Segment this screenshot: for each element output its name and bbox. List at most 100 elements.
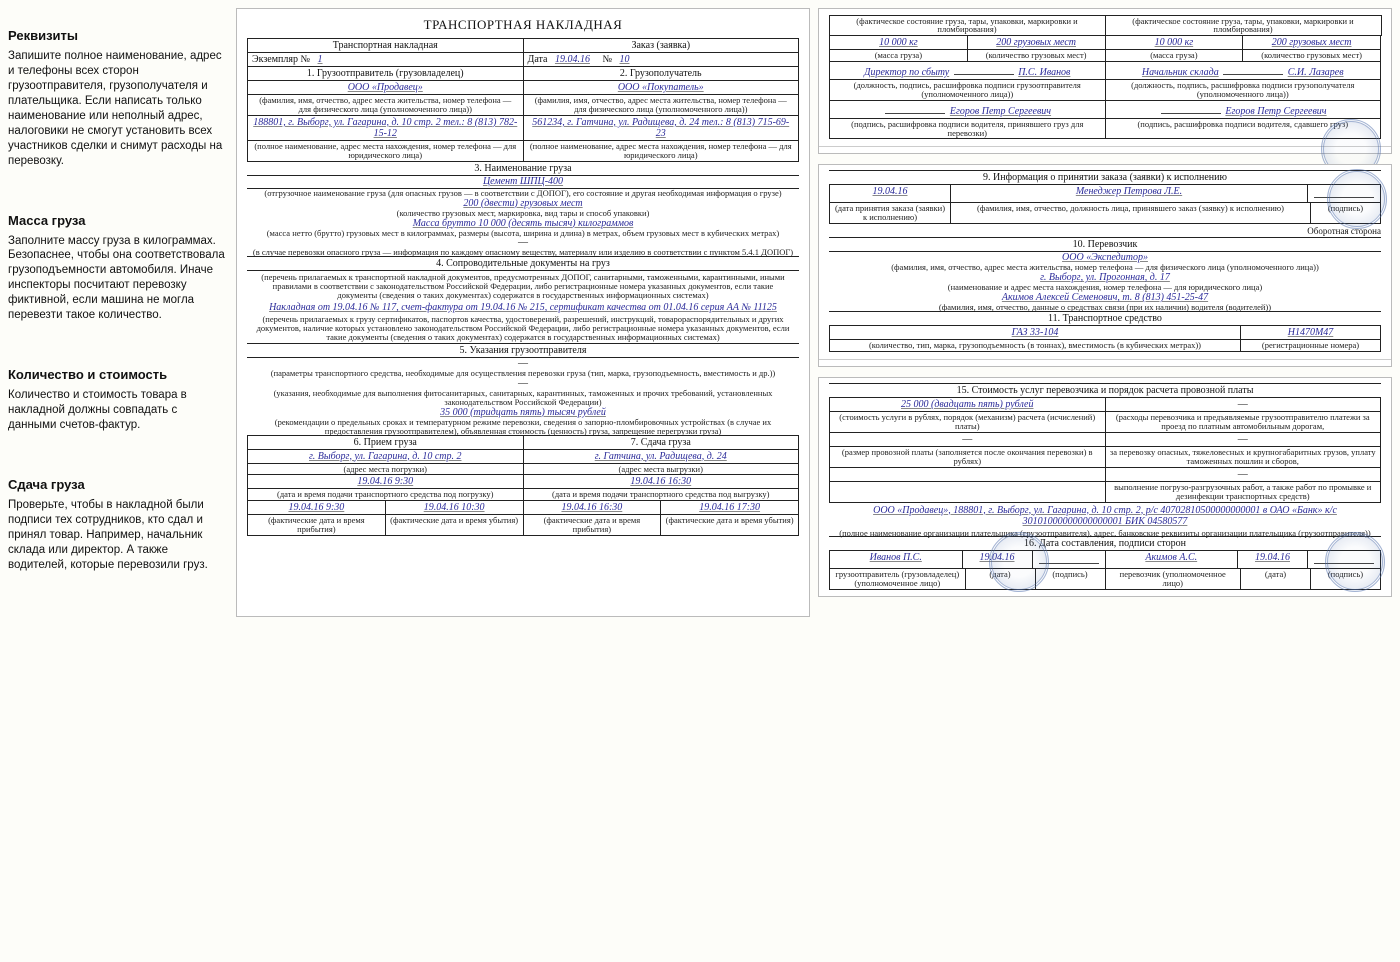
s5-note1: (параметры транспортного средства, необх… [247,369,799,378]
pos-note2: (должность, подпись, расшифровка подписи… [1105,80,1381,100]
document-right-stack: (фактическое состояние груза, тары, упак… [818,8,1392,617]
copy-label: Экземпляр № [252,54,310,65]
annotation-rekvizity: Реквизиты Запишите полное наименование, … [8,28,228,169]
payer: ООО «Продавец», 188801, г. Выборг, ул. Г… [829,503,1381,529]
p1: Иванов П.С. [830,551,962,568]
places-lbl-l: (количество грузовых мест) [967,50,1105,61]
section-3-head: 3. Наименование груза [247,161,799,176]
cargo-name: Цемент ШПЦ-400 [247,175,799,189]
places-value: 200 (двести) грузовых мест [247,198,799,209]
unload-arrival: 19.04.16 16:30 [523,501,661,514]
arr-lbl: (фактические дата и время прибытия) [248,515,385,535]
annotation-title: Сдача груза [8,477,228,492]
annotation-massa: Масса груза Заполните массу груза в кило… [8,213,228,324]
dep-lbl: (фактические дата и время убытия) [385,515,523,535]
sender-addr: 188801, г. Выборг, ул. Гагарина, д. 10 с… [248,116,523,140]
mass-lbl-r: (масса груза) [1105,50,1243,61]
section-7-head: 7. Сдача груза [523,436,799,449]
s9-mgr-lbl: (фамилия, имя, отчество, должность лица,… [950,203,1310,223]
receiver-addr: 561234, г. Гатчина, ул. Радищева, д. 24 … [523,116,799,140]
doc-piece-signatures: (фактическое состояние груза, тары, упак… [818,8,1392,154]
no-value: 10 [619,54,629,65]
annotation-body: Запишите полное наименование, адрес и те… [8,49,228,169]
places-l: 200 грузовых мест [967,36,1105,49]
vehicle: ГАЗ 33-104 [830,326,1240,339]
sender-fio-note: (фамилия, имя, отчество, адрес места жит… [248,95,523,115]
places-note: (количество грузовых мест, маркировка, в… [247,209,799,218]
mass-lbl-l: (масса груза) [830,50,967,61]
copy-no: 1 [318,54,323,65]
carrier-note1: (фамилия, имя, отчество, адрес места жит… [829,263,1381,272]
vehicle-lbl: (количество, тип, марка, грузоподъемност… [830,340,1240,351]
pos1-cell: Директор по сбыту П.С. Иванов [830,62,1105,79]
section-1-head: 1. Грузоотправитель (грузовладелец) [248,67,523,80]
cargo-note: (отгрузочное наименование груза (для опа… [247,189,799,198]
exp-lbl: (расходы перевозчика и предъявляемые гру… [1105,412,1381,432]
section-15-head: 15. Стоимость услуг перевозчика и порядо… [829,383,1381,398]
actual-note-l: (фактическое состояние груза, тары, упак… [829,15,1106,37]
date-lbl2: (дата) [1240,569,1310,589]
section-4-head: 4. Сопроводительные документы на груз [247,256,799,271]
s5-note2: (указания, необходимые для выполнения фи… [247,389,799,407]
sender-full-note: (полное наименование, адрес места нахожд… [248,141,523,161]
load-dt: 19.04.16 9:30 [248,475,523,488]
pos2-cell: Начальник склада С.И. Лазарев [1105,62,1381,79]
arr-lbl2: (фактические дата и время прибытия) [523,515,661,535]
s4-note1: (перечень прилагаемых к транспортной нак… [247,271,799,302]
pos-note1: (должность, подпись, расшифровка подписи… [830,80,1105,100]
section-16-head: 16. Дата составления, подписи сторон [829,536,1381,551]
receiver-fio-note: (фамилия, имя, отчество, адрес места жит… [523,95,799,115]
role2: перевозчик (уполномоченное лицо) [1105,569,1241,589]
no-label: № [602,54,612,65]
work-lbl: выполнение погрузо-разгрузочных работ, а… [1105,482,1381,502]
role1: грузоотправитель (грузовладелец) (уполно… [830,569,965,589]
unload-dt-lbl: (дата и время подачи транспортного средс… [523,489,799,500]
unload-departure: 19.04.16 17:30 [660,501,798,514]
heading-order: Заказ (заявка) [523,39,799,52]
s9-date: 19.04.16 [830,185,950,202]
annotation-body: Проверьте, чтобы в накладной были подпис… [8,498,228,573]
sender-name: ООО «Продавец» [248,81,523,94]
pos2: Начальник склада [1142,67,1219,78]
load-addr-lbl: (адрес места погрузки) [248,464,523,475]
s4-value: Накладная от 19.04.16 № 117, счет-фактур… [247,302,799,313]
unload-dt: 19.04.16 16:30 [523,475,799,488]
annotation-kolichestvo: Количество и стоимость Количество и стои… [8,367,228,433]
s4-note2: (перечень прилагаемых к грузу сертификат… [247,313,799,344]
s5-note3: (рекомендации о предельных сроках и темп… [247,418,799,436]
actual-note-r: (фактическое состояние груза, тары, упак… [1105,15,1382,37]
document-main: ТРАНСПОРТНАЯ НАКЛАДНАЯ Транспортная накл… [236,8,810,617]
mass-note: (масса нетто (брутто) грузовых мест в ки… [247,229,799,238]
s9-mgr: Менеджер Петрова Л.Е. [950,185,1307,202]
price: 25 000 (двадцать пять) рублей [830,398,1105,411]
driver-l: Егоров Петр Сергеевич [950,106,1051,117]
stamp-icon [989,532,1049,592]
danger-note: (в случае перевозки опасного груза — инф… [247,248,799,257]
section-11-head: 11. Транспортное средство [829,311,1381,326]
heavy-lbl: за перевозку опасных, тяжеловесных и кру… [1105,447,1381,467]
driver-r: Егоров Петр Сергеевич [1225,106,1326,117]
date-cell: Дата 19.04.16 № 10 [523,53,799,66]
doc-piece-9-11: 9. Информация о принятии заказа (заявки)… [818,164,1392,367]
annotation-sdacha: Сдача груза Проверьте, чтобы в накладной… [8,477,228,573]
pos1: Директор по сбыту [864,67,949,78]
copy-cell: Экземпляр № 1 [248,53,523,66]
unload-addr-lbl: (адрес места выгрузки) [523,464,799,475]
receiver-full-note: (полное наименование, адрес места нахожд… [523,141,799,161]
annotations-sidebar: Реквизиты Запишите полное наименование, … [8,8,228,617]
places-r: 200 грузовых мест [1242,36,1380,49]
section-2-head: 2. Грузополучатель [523,67,799,80]
reg-lbl: (регистрационные номера) [1240,340,1380,351]
doc-piece-15-16: 15. Стоимость услуг перевозчика и порядо… [818,377,1392,597]
doc-title: ТРАНСПОРТНАЯ НАКЛАДНАЯ [247,17,799,33]
heading-transport: Транспортная накладная [248,39,523,52]
section-6-head: 6. Прием груза [248,436,523,449]
p2: Акимов А.С. [1105,551,1238,568]
sig1: П.С. Иванов [1018,67,1070,78]
load-departure: 19.04.16 10:30 [385,501,523,514]
date-label: Дата [528,54,548,65]
load-addr: г. Выборг, ул. Гагарина, д. 10 стр. 2 [248,450,523,463]
size-lbl: (размер провозной платы (заполняется пос… [830,447,1105,467]
annotation-title: Масса груза [8,213,228,228]
stamp-icon [1325,532,1385,592]
